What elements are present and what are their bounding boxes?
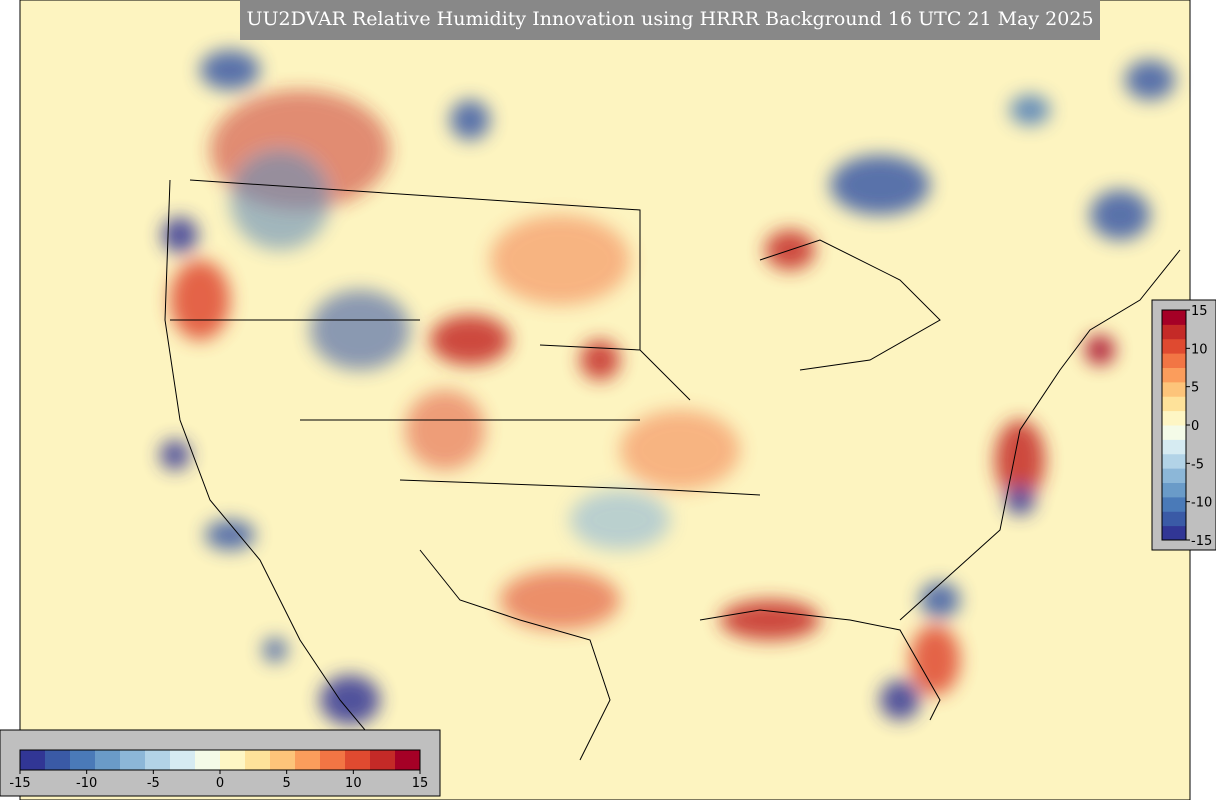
colorbar-segment xyxy=(1162,425,1186,440)
colorbar-vertical: 15 10 5 0 -5 -10 -15 xyxy=(1161,304,1212,549)
colorbar-segment xyxy=(120,750,146,770)
colorbar-tick-label: -10 xyxy=(1191,496,1212,511)
colorbar-segment xyxy=(270,750,296,770)
colorbar-segment xyxy=(145,750,171,770)
colorbar-segment xyxy=(320,750,346,770)
colorbar-tick-label: 15 xyxy=(412,776,429,791)
title-box xyxy=(240,0,1100,40)
colorbar-tick-label: 0 xyxy=(216,776,224,791)
colorbar-tick-label: 15 xyxy=(1191,304,1208,319)
colorbar-tick-label: 10 xyxy=(345,776,362,791)
colorbar-segment xyxy=(370,750,396,770)
colorbar-segment xyxy=(1162,396,1186,412)
colorbar-segment xyxy=(70,750,96,770)
map-area xyxy=(19,0,1191,801)
colorbar-segment xyxy=(395,750,421,770)
colorbar-segment xyxy=(1162,310,1186,325)
colorbar-segment xyxy=(20,750,46,770)
colorbar-tick-label: 10 xyxy=(1191,342,1208,357)
colorbar-segment xyxy=(45,750,71,770)
colorbar-segment xyxy=(95,750,121,770)
colorbar-horizontal: -15 -10 -5 0 5 10 15 xyxy=(9,749,429,791)
colorbar-tick-label: -15 xyxy=(9,776,30,791)
colorbar-segment xyxy=(1162,410,1186,426)
colorbar-segment xyxy=(1162,468,1186,483)
colorbar-segment xyxy=(1162,324,1186,340)
colorbar-tick-label: -15 xyxy=(1191,534,1212,549)
colorbar-segment xyxy=(1162,439,1186,455)
map-title: UU2DVAR Relative Humidity Innovation usi… xyxy=(246,8,1093,30)
borders xyxy=(164,179,1181,761)
colorbar-segment xyxy=(295,750,321,770)
field-shading xyxy=(160,50,1175,725)
colorbar-segment xyxy=(245,750,271,770)
colorbar-tick-label: 0 xyxy=(1191,419,1199,434)
colorbar-tick-label: 5 xyxy=(1191,381,1199,396)
colorbar-segment xyxy=(170,750,196,770)
colorbar-segment xyxy=(1162,496,1186,512)
colorbar-tick-label: -5 xyxy=(147,776,160,791)
colorbar-tick-label: 5 xyxy=(283,776,291,791)
colorbar-segment xyxy=(1162,381,1186,397)
colorbar-segment xyxy=(1162,482,1186,498)
colorbar-segment xyxy=(1162,525,1186,541)
colorbar-segment xyxy=(195,750,221,770)
colorbar-tick-label: -10 xyxy=(76,776,97,791)
colorbar-segment xyxy=(345,750,371,770)
colorbar-segment xyxy=(220,750,246,770)
colorbar-segment xyxy=(1162,338,1186,354)
colorbar-segment xyxy=(1162,367,1186,383)
colorbar-segment xyxy=(1162,353,1186,368)
colorbar-tick-label: -5 xyxy=(1191,457,1204,472)
colorbar-segment xyxy=(1162,511,1186,527)
colorbar-segment xyxy=(1162,453,1186,469)
